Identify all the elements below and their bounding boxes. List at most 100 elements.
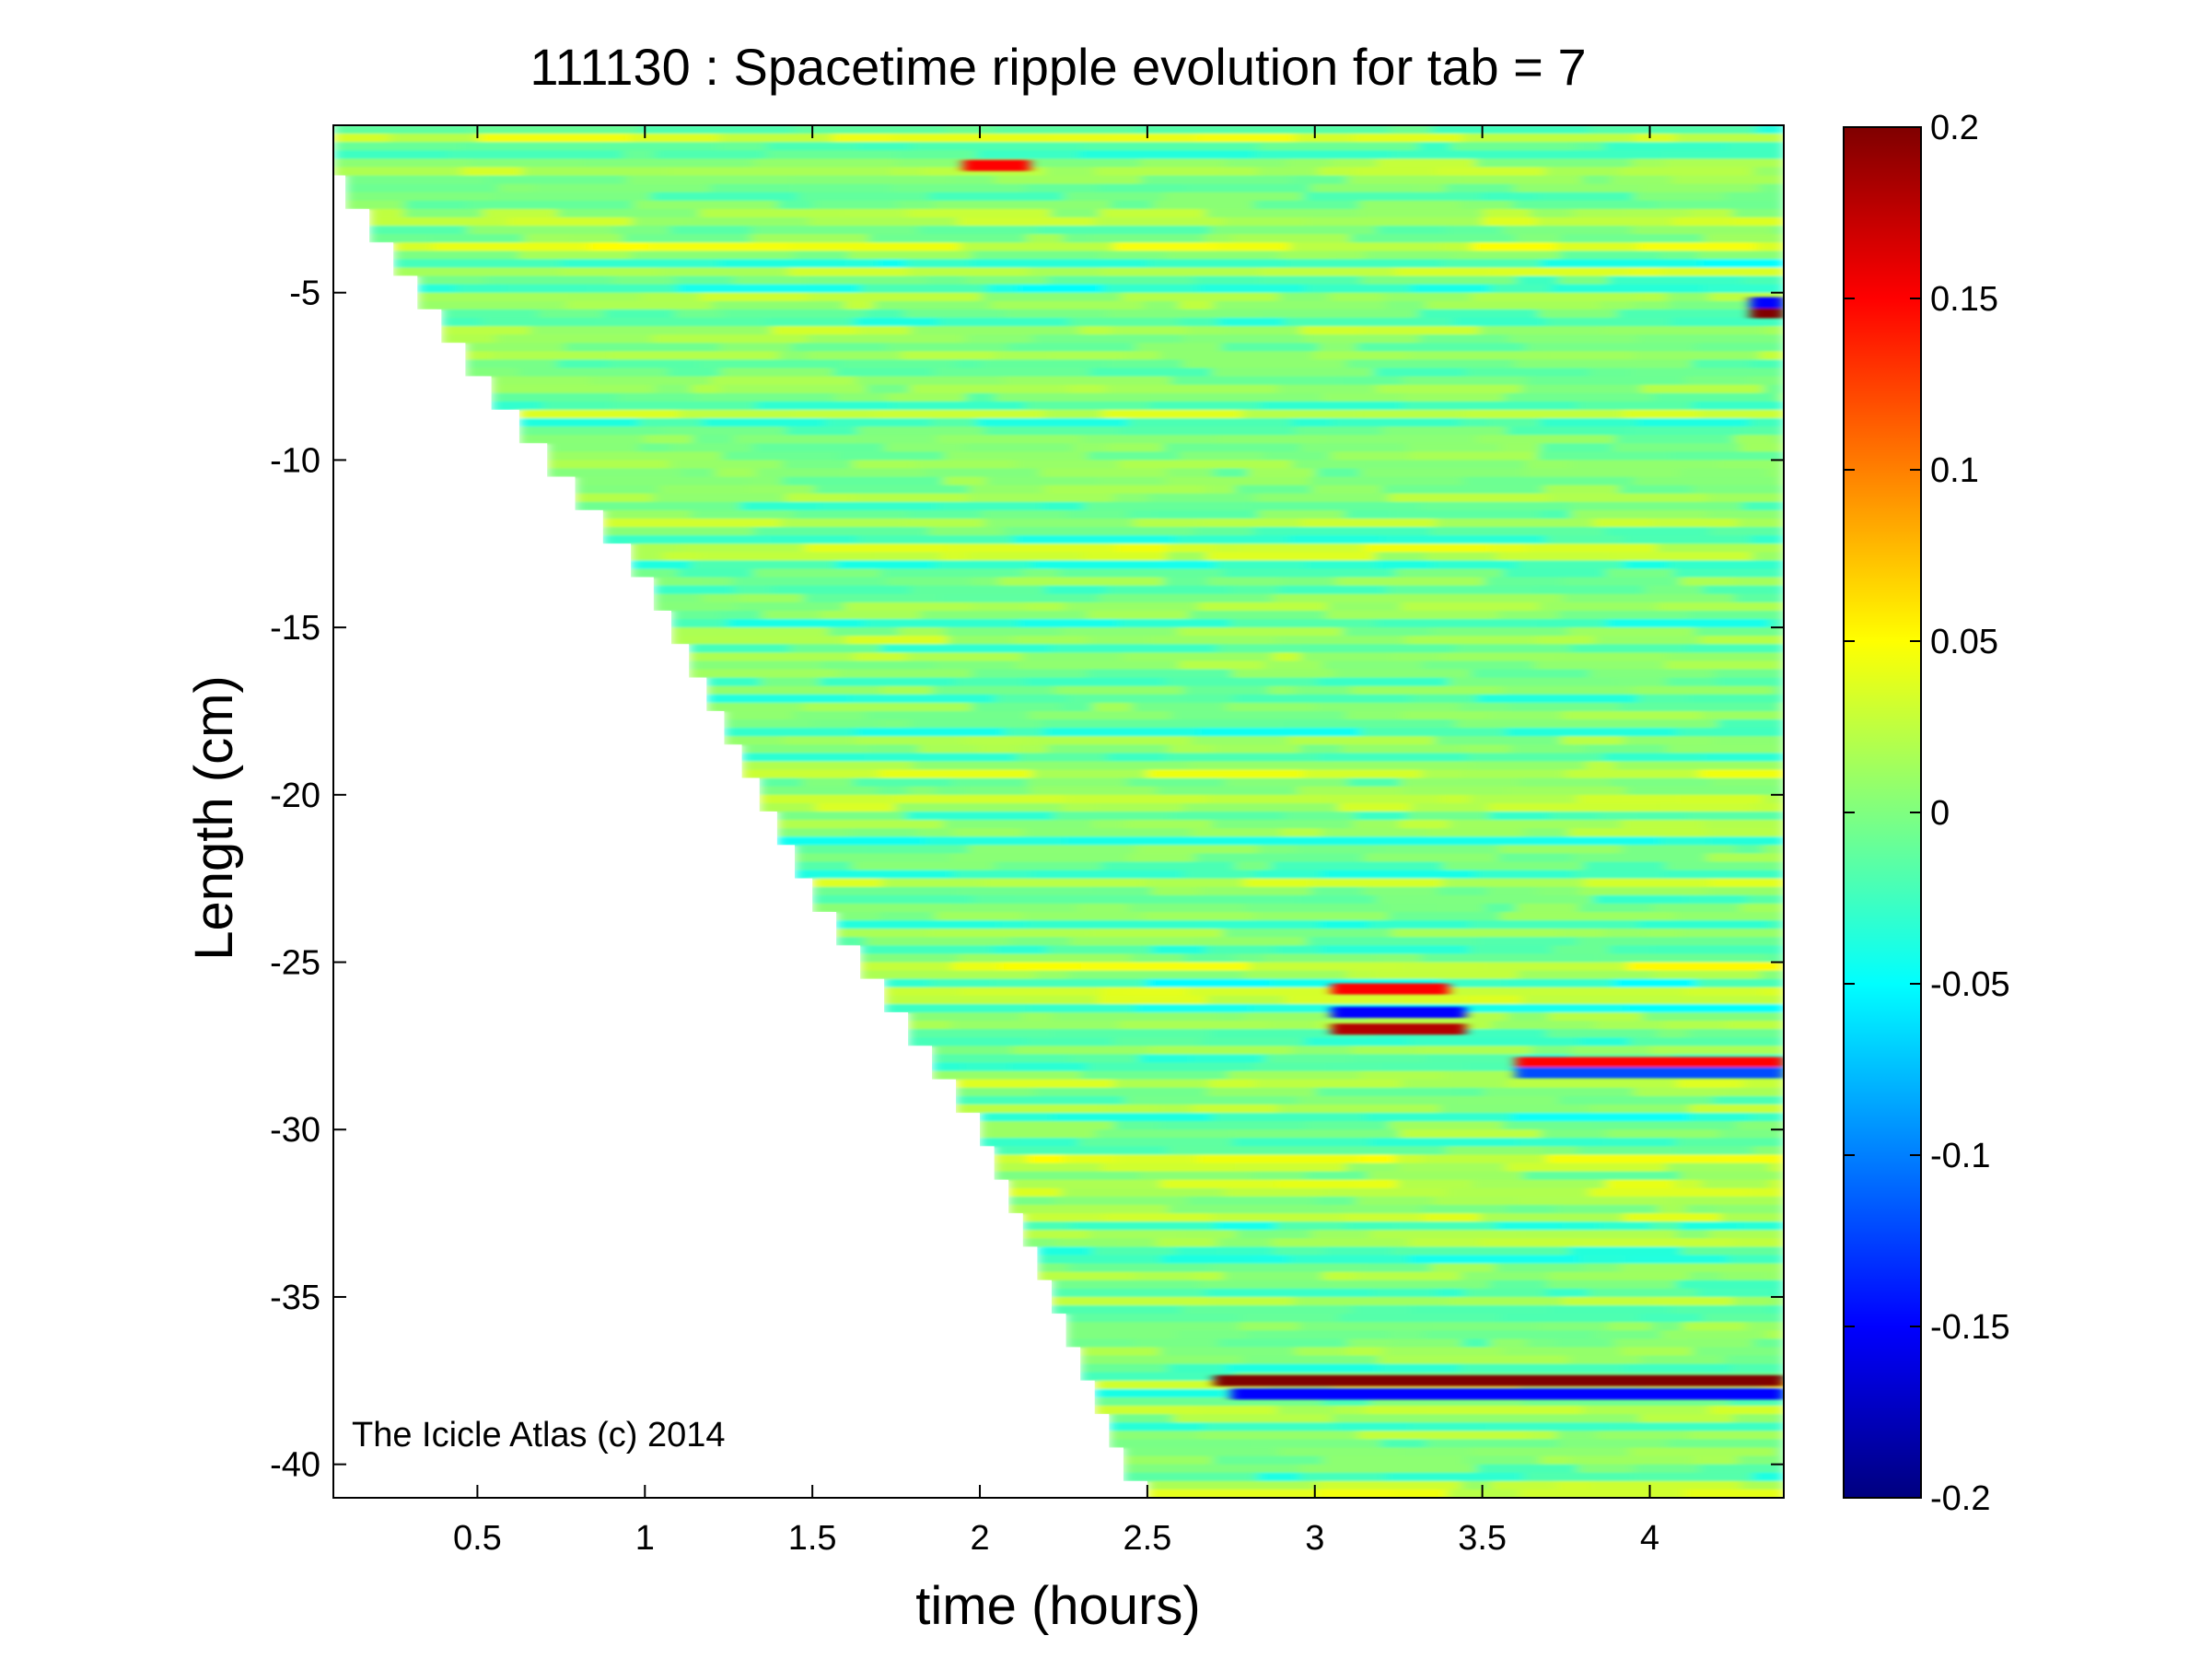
heatmap-cell: [641, 292, 701, 302]
heatmap-cell: [1022, 568, 1060, 578]
heatmap-cell: [1523, 468, 1681, 478]
heatmap-cell: [892, 134, 1054, 143]
heatmap-cell: [1718, 460, 1784, 470]
heatmap-cell: [1146, 978, 1271, 988]
heatmap-cell: [1557, 275, 1610, 286]
heatmap-cell: [984, 519, 1135, 528]
heatmap-cell: [1496, 552, 1611, 562]
heatmap-cell: [1426, 1439, 1560, 1449]
heatmap-cell: [724, 710, 795, 720]
heatmap-cell: [1211, 1263, 1366, 1273]
heatmap-cell: [905, 259, 972, 269]
heatmap-cell: [1612, 1338, 1689, 1349]
heatmap-cell: [1355, 812, 1408, 821]
heatmap-cell: [1212, 1113, 1367, 1122]
heatmap-cell: [1740, 443, 1784, 452]
heatmap-cell: [1109, 1414, 1174, 1423]
heatmap-cell: [837, 669, 973, 679]
heatmap-cell: [1127, 417, 1292, 427]
heatmap-cell: [1489, 812, 1551, 821]
heatmap-cell: [1502, 685, 1634, 695]
heatmap-cell: [1651, 519, 1739, 528]
heatmap-cell: [1367, 1171, 1524, 1181]
heatmap-cell: [998, 920, 1029, 929]
heatmap-cell: [1391, 1338, 1463, 1349]
heatmap-cell: [1675, 134, 1784, 143]
heatmap-cell: [1589, 669, 1715, 679]
heatmap-cell: [1462, 134, 1636, 143]
heatmap-cell: [1157, 1104, 1193, 1114]
heatmap-cell: [1472, 1179, 1607, 1189]
heatmap-cell: [1578, 1037, 1631, 1046]
heatmap-cell: [1476, 694, 1639, 704]
heatmap-cell: [1389, 1121, 1504, 1130]
heatmap-cell: [1156, 786, 1298, 796]
heatmap-cell: [1187, 1196, 1316, 1206]
heatmap-cell: [712, 300, 845, 310]
heatmap-cell: [1127, 509, 1157, 520]
heatmap-cell: [1178, 300, 1214, 310]
heatmap-cell: [670, 627, 830, 637]
heatmap-cell: [719, 259, 846, 269]
heatmap-cell: [1003, 376, 1172, 386]
heatmap-cell: [789, 242, 961, 251]
heatmap-cell: [1069, 1054, 1140, 1064]
heatmap-cell: [1242, 1355, 1380, 1365]
heatmap-cell: [860, 970, 1036, 980]
heatmap-cell: [1292, 460, 1367, 470]
heatmap-cell: [690, 560, 837, 570]
heatmap-cell: [855, 728, 1006, 737]
heatmap-cell: [1689, 1431, 1784, 1441]
heatmap-cell: [1318, 343, 1357, 352]
heatmap-cell: [1716, 677, 1784, 687]
heatmap-cell: [1666, 677, 1717, 687]
heatmap-cell: [873, 300, 992, 310]
heatmap-cell: [906, 652, 1023, 662]
heatmap-cell: [1612, 443, 1740, 452]
heatmap-cell: [1333, 669, 1473, 679]
heatmap-cell: [968, 485, 1045, 495]
heatmap-cell: [1187, 326, 1225, 335]
heatmap-cell: [586, 284, 679, 294]
heatmap-cell: [686, 216, 810, 227]
heatmap-cell: [1775, 685, 1784, 695]
heatmap-cell: [1015, 660, 1180, 671]
heatmap-cell: [1435, 736, 1562, 745]
heatmap-cell: [1654, 1296, 1734, 1306]
heatmap-cell: [1212, 820, 1354, 829]
heatmap-cell: [1231, 234, 1351, 243]
heatmap-cell: [932, 685, 1055, 695]
heatmap-cell: [432, 242, 590, 251]
heatmap-cell: [903, 309, 1007, 319]
heatmap-cell: [1693, 1455, 1739, 1466]
heatmap-cell: [1175, 1330, 1248, 1339]
heatmap-cell: [1080, 1372, 1235, 1382]
heatmap-cell: [674, 309, 724, 319]
heatmap-cell: [907, 786, 937, 796]
heatmap-cell: [1751, 535, 1784, 544]
heatmap-cell: [1258, 275, 1362, 286]
heatmap-cell: [1257, 1472, 1301, 1482]
heatmap-cell: [1275, 945, 1321, 955]
heatmap-cell: [1321, 870, 1476, 880]
heatmap-cell: [1269, 978, 1442, 988]
heatmap-cell: [759, 777, 803, 788]
heatmap-cell: [1682, 929, 1784, 938]
heatmap-cell: [972, 894, 1016, 905]
heatmap-cell: [1207, 794, 1328, 804]
heatmap-cell: [1249, 962, 1403, 972]
heatmap-cell: [943, 476, 987, 486]
heatmap-cell: [1326, 1062, 1384, 1072]
heatmap-cell: [860, 945, 995, 955]
heatmap-cell: [1740, 1221, 1784, 1231]
heatmap-cell: [844, 259, 879, 269]
heatmap-cell: [1545, 535, 1624, 544]
heatmap-cell: [1558, 1095, 1715, 1105]
heatmap-cell: [1039, 468, 1167, 478]
heatmap-cell: [1714, 669, 1784, 679]
heatmap-cell: [1112, 242, 1218, 251]
heatmap-cell: [1159, 1347, 1296, 1357]
heatmap-cell: [880, 685, 934, 695]
heatmap-cell: [1315, 1480, 1462, 1490]
heatmap-cell: [1205, 485, 1237, 495]
